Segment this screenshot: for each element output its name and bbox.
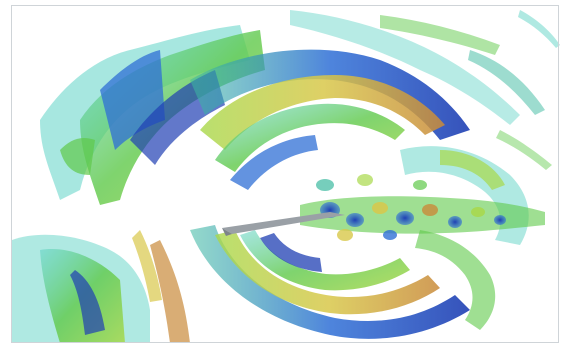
left-lower-sheets — [12, 230, 190, 343]
rotor-blade — [222, 212, 345, 236]
central-wake — [300, 174, 545, 241]
swirl-arcs — [190, 49, 470, 339]
right-lobes — [400, 146, 529, 330]
top-right-streaks — [290, 10, 560, 170]
